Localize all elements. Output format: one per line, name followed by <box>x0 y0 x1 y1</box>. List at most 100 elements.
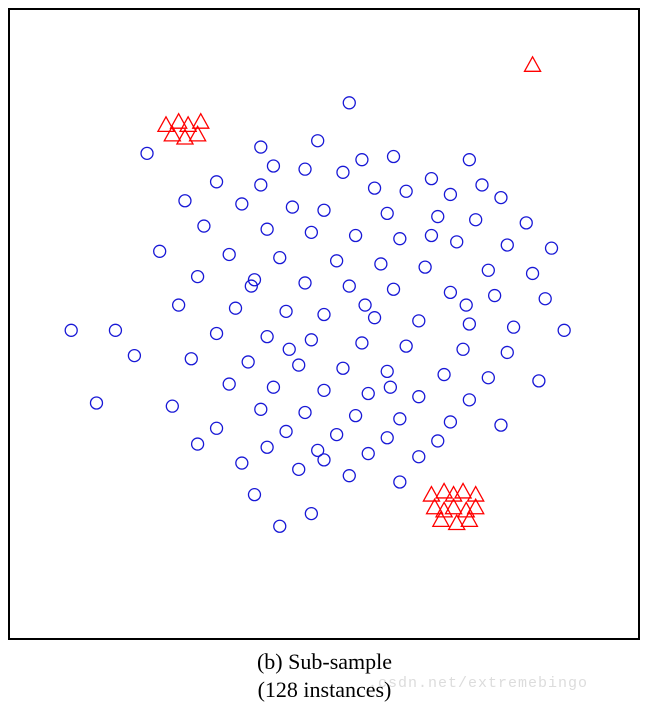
circles-marker <box>388 283 400 295</box>
circles-marker <box>369 312 381 324</box>
circles-marker <box>280 305 292 317</box>
circles-marker <box>299 406 311 418</box>
circles-marker <box>463 154 475 166</box>
circles-marker <box>444 416 456 428</box>
circles-marker <box>109 324 121 336</box>
circles-marker <box>425 173 437 185</box>
circles-marker <box>211 422 223 434</box>
circles-marker <box>261 331 273 343</box>
circles-marker <box>236 198 248 210</box>
circles-marker <box>242 356 254 368</box>
watermark-text: .csdn.net/extremebingo <box>368 675 588 692</box>
circles-marker <box>185 353 197 365</box>
circles-marker <box>388 151 400 163</box>
circles-marker <box>166 400 178 412</box>
circles-marker <box>305 334 317 346</box>
circles-marker <box>381 207 393 219</box>
circles-marker <box>501 346 513 358</box>
circles-marker <box>223 248 235 260</box>
circles-marker <box>457 343 469 355</box>
circles-marker <box>444 286 456 298</box>
scatter-plot-svg <box>0 0 649 712</box>
circles-marker <box>248 489 260 501</box>
circles-marker <box>318 384 330 396</box>
circles-marker <box>476 179 488 191</box>
circles-marker <box>432 435 444 447</box>
circles-marker <box>337 166 349 178</box>
circles-marker <box>293 463 305 475</box>
circles-marker <box>261 223 273 235</box>
circles-marker <box>286 201 298 213</box>
scatter-figure: (b) Sub-sample (128 instances) .csdn.net… <box>0 0 649 712</box>
circles-marker <box>299 163 311 175</box>
circles-marker <box>413 315 425 327</box>
circles-marker <box>495 192 507 204</box>
circles-marker <box>312 135 324 147</box>
circles-marker <box>255 141 267 153</box>
circles-marker <box>198 220 210 232</box>
circles-marker <box>141 147 153 159</box>
circles-marker <box>211 327 223 339</box>
circles-marker <box>179 195 191 207</box>
circles-marker <box>350 230 362 242</box>
triangles-marker <box>180 117 196 131</box>
circles-marker <box>400 340 412 352</box>
circles-marker <box>470 214 482 226</box>
triangles-marker <box>171 114 187 128</box>
circles-marker <box>356 154 368 166</box>
triangles-marker <box>436 483 452 497</box>
circles-marker <box>381 365 393 377</box>
circles-marker <box>305 508 317 520</box>
circles-marker <box>489 290 501 302</box>
circles-marker <box>495 419 507 431</box>
circles-marker <box>267 381 279 393</box>
circles-marker <box>331 255 343 267</box>
circles-marker <box>293 359 305 371</box>
circles-marker <box>425 230 437 242</box>
circles-marker <box>331 429 343 441</box>
circles-marker <box>384 381 396 393</box>
circles-marker <box>438 369 450 381</box>
circles-marker <box>381 432 393 444</box>
circles-marker <box>501 239 513 251</box>
circles-marker <box>356 337 368 349</box>
circles-marker <box>539 293 551 305</box>
circles-marker <box>236 457 248 469</box>
circles-marker <box>337 362 349 374</box>
triangles-marker <box>525 57 541 71</box>
triangles-marker <box>436 502 452 516</box>
circles-marker <box>299 277 311 289</box>
circles-marker <box>343 470 355 482</box>
triangles-marker <box>193 114 209 128</box>
circles-marker <box>283 343 295 355</box>
circles-marker <box>192 438 204 450</box>
circles-marker <box>65 324 77 336</box>
triangles-marker <box>458 502 474 516</box>
circles-marker <box>400 185 412 197</box>
circles-marker <box>128 350 140 362</box>
circles-marker <box>369 182 381 194</box>
circles-marker <box>318 204 330 216</box>
circles-marker <box>173 299 185 311</box>
circles-marker <box>533 375 545 387</box>
circles-marker <box>394 476 406 488</box>
triangles-marker <box>455 483 471 497</box>
circles-marker <box>267 160 279 172</box>
circles-marker <box>419 261 431 273</box>
circles-marker <box>350 410 362 422</box>
circles-marker <box>558 324 570 336</box>
circles-marker <box>274 252 286 264</box>
circles-marker <box>520 217 532 229</box>
circles-marker <box>460 299 472 311</box>
circles-marker <box>362 448 374 460</box>
circles-marker <box>362 388 374 400</box>
circles-marker <box>255 403 267 415</box>
circles-marker <box>343 280 355 292</box>
circles-marker <box>318 454 330 466</box>
circles-marker <box>482 372 494 384</box>
circles-marker <box>192 271 204 283</box>
circles-marker <box>394 413 406 425</box>
caption-line-1: (b) Sub-sample <box>0 648 649 676</box>
circles-marker <box>413 391 425 403</box>
circles-marker <box>451 236 463 248</box>
